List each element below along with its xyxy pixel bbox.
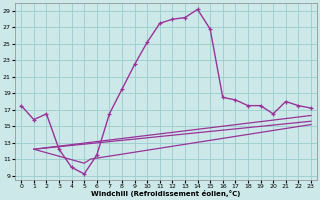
X-axis label: Windchill (Refroidissement éolien,°C): Windchill (Refroidissement éolien,°C) xyxy=(92,190,241,197)
